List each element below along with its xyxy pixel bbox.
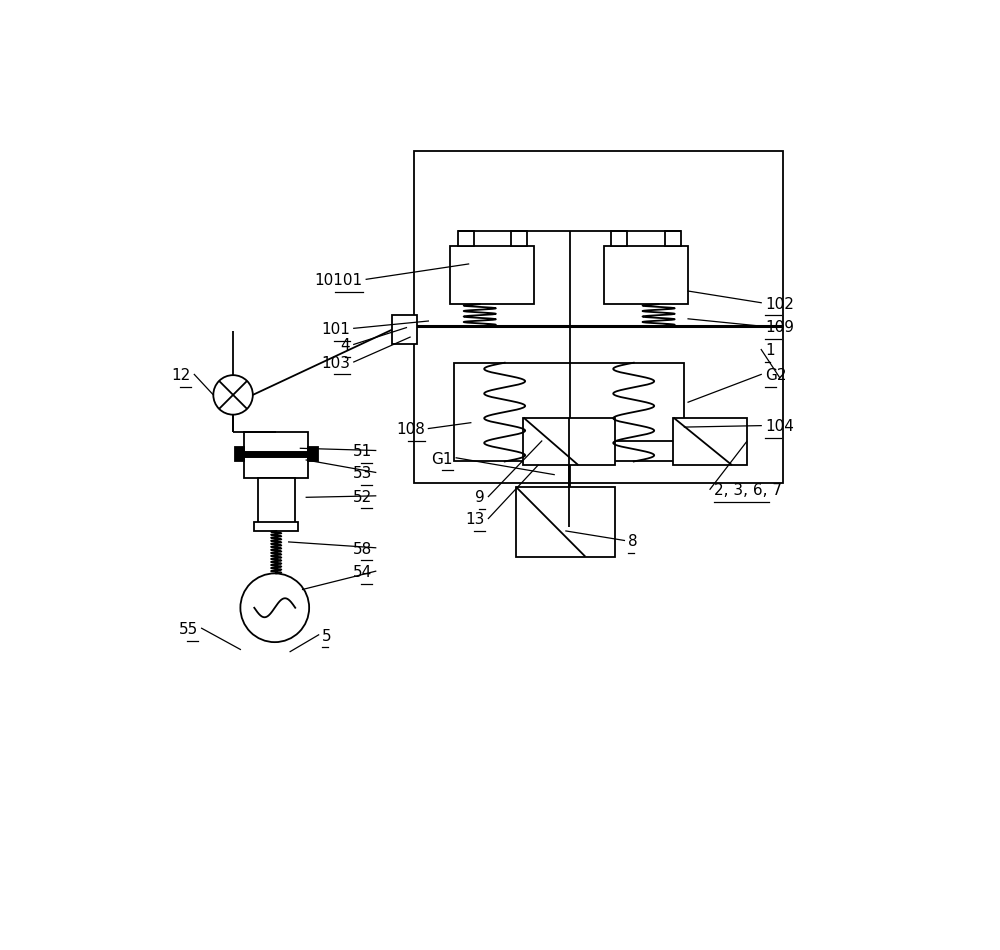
FancyBboxPatch shape [563, 395, 576, 407]
FancyBboxPatch shape [244, 432, 308, 478]
FancyBboxPatch shape [450, 246, 534, 304]
Text: 52: 52 [353, 489, 372, 504]
FancyBboxPatch shape [392, 315, 417, 345]
Text: 102: 102 [765, 296, 794, 312]
FancyBboxPatch shape [308, 447, 318, 461]
Text: 103: 103 [321, 355, 350, 370]
Text: 12: 12 [171, 369, 191, 383]
Text: 9: 9 [475, 490, 485, 505]
Text: 104: 104 [765, 419, 794, 434]
FancyBboxPatch shape [665, 231, 681, 246]
Text: 54: 54 [353, 565, 372, 580]
FancyBboxPatch shape [454, 363, 684, 462]
Text: 55: 55 [179, 622, 198, 637]
Text: 2, 3, 6, 7: 2, 3, 6, 7 [714, 483, 782, 498]
Text: 58: 58 [353, 542, 372, 557]
Text: 5: 5 [322, 629, 332, 643]
Text: 1: 1 [765, 343, 774, 358]
Text: 10101: 10101 [314, 273, 363, 288]
FancyBboxPatch shape [604, 246, 688, 304]
FancyBboxPatch shape [258, 478, 295, 523]
Text: 4: 4 [340, 338, 350, 353]
Text: 108: 108 [396, 423, 425, 437]
FancyBboxPatch shape [254, 522, 298, 531]
Text: 8: 8 [628, 534, 638, 549]
Text: G2: G2 [765, 369, 786, 383]
FancyBboxPatch shape [511, 231, 527, 246]
Text: 13: 13 [465, 512, 485, 527]
Text: G1: G1 [431, 451, 453, 466]
Text: 101: 101 [321, 322, 350, 337]
FancyBboxPatch shape [235, 447, 244, 461]
Text: 53: 53 [353, 466, 372, 482]
FancyBboxPatch shape [673, 418, 747, 466]
FancyBboxPatch shape [523, 418, 615, 466]
FancyBboxPatch shape [458, 231, 474, 246]
FancyBboxPatch shape [516, 487, 615, 557]
FancyBboxPatch shape [414, 151, 783, 484]
Text: 109: 109 [765, 320, 794, 335]
FancyBboxPatch shape [611, 231, 627, 246]
Text: 51: 51 [353, 445, 372, 459]
